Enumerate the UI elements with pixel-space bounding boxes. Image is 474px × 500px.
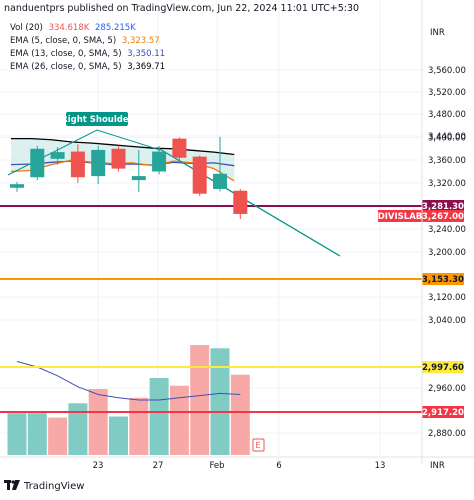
annotation-right-shoulder: Right Shoulder [61, 115, 133, 125]
time-tick-label: 6 [276, 461, 281, 471]
candlesticks [10, 136, 248, 219]
breakdown-trendline [157, 147, 341, 257]
legend-ema13[interactable]: EMA (13, close, 0, SMA, 5) 3,350.11 [10, 48, 168, 61]
annotation-bg [66, 112, 128, 126]
level-label: 3,153.30 [422, 275, 464, 285]
price-tick-label: 3,560.00 [428, 66, 466, 76]
earnings-icon-label: E [255, 441, 260, 450]
legend-ema5-value: 3,323.57 [121, 36, 160, 46]
volume-ma-line [16, 361, 241, 401]
legend-vol-value: 334.618K [48, 23, 90, 33]
volume-bar [129, 397, 149, 455]
price-tick-label: 3,360.00 [428, 156, 466, 166]
time-tick-label: 13 [375, 461, 386, 471]
candle-body [233, 190, 248, 214]
time-tick-label: Feb [209, 461, 224, 471]
legend-vol[interactable]: Vol (20) 334.618K 285.215K [10, 22, 168, 35]
legend-ema13-name: EMA (13, close, 0, SMA, 5) [10, 49, 122, 59]
price-tick-label: 3,400.00 [428, 134, 466, 144]
currency-label: INR [430, 28, 445, 38]
volume-bar [88, 389, 108, 455]
tradingview-logo-icon [4, 480, 20, 493]
legend-vol-ma-value: 285.215K [95, 23, 136, 33]
level-label-bg [422, 200, 464, 212]
time-axis: 23 27 Feb 6 13 INR [0, 456, 474, 471]
annotations: Right Shoulder E [61, 112, 265, 452]
price-tick-label: 3,480.00 [428, 110, 466, 120]
candle-body [10, 184, 24, 188]
price-tick-label: 2,880.00 [428, 429, 466, 439]
symbol-badge: DIVISLAB [378, 212, 423, 222]
volume-bar [169, 385, 189, 455]
volume-bar [27, 413, 47, 455]
candle-body [70, 151, 85, 178]
legend-ema13-value: 3,350.11 [127, 49, 166, 59]
price-tick-label: 3,320.00 [428, 179, 466, 189]
candle-body [111, 148, 126, 169]
candle-body [152, 151, 167, 172]
volume-bar [230, 374, 250, 455]
publisher-line: nanduentprs published on TradingView.com… [4, 3, 360, 14]
price-axis: INR 2,880.00 2,960.00 3,040.00 3,120.00 3,200… [421, 0, 466, 465]
symbol-badge-bg [378, 209, 422, 222]
level-label-bg [422, 361, 464, 373]
ema26-line [11, 137, 235, 156]
legend-ema5-name: EMA (5, close, 0, SMA, 5) [10, 36, 117, 46]
last-price-bg [422, 209, 464, 222]
legend-ema5[interactable]: EMA (5, close, 0, SMA, 5) 3,323.57 [10, 35, 168, 48]
time-tick-label: 27 [153, 461, 164, 471]
price-tick-label: 3,040.00 [428, 316, 466, 326]
volume-bar [190, 345, 210, 455]
level-label-bg [422, 406, 464, 418]
volume-bar [149, 378, 169, 455]
candle-body [91, 149, 106, 177]
legend-ema26-name: EMA (26, close, 0, SMA, 5) [10, 62, 122, 72]
volume-bar [210, 348, 230, 455]
currency-label-bottom: INR [430, 461, 445, 471]
last-price-label: 3,267.00 [422, 212, 464, 222]
horizontal-levels: 3,281.30 3,153.30 2,997.60 2,917.20 DIVISLAB… [0, 200, 464, 418]
volume-bar [48, 417, 68, 455]
legend-vol-name: Vol (20) [10, 23, 43, 33]
candle-body [172, 138, 187, 158]
price-tick-label: 3,440.00 [428, 132, 466, 142]
level-label: 2,997.60 [422, 363, 464, 373]
level-label: 3,281.30 [422, 202, 464, 212]
candle-body [213, 173, 227, 189]
price-tick-label: 3,120.00 [428, 293, 466, 303]
volume-bar [7, 413, 27, 455]
indicator-legend: Vol (20) 334.618K 285.215K EMA (5, close… [10, 22, 168, 74]
volume-bar [68, 403, 88, 455]
volume-bars [7, 345, 250, 455]
earnings-icon [252, 438, 265, 452]
footer-brand-label: TradingView [24, 481, 85, 492]
volume-bar [109, 416, 128, 455]
price-tick-label: 3,520.00 [428, 88, 466, 98]
price-tick-label: 3,200.00 [428, 248, 466, 258]
candle-body [131, 176, 146, 181]
level-label: 2,917.20 [422, 408, 464, 418]
candle-body [50, 152, 65, 159]
legend-ema26-value: 3,369.71 [127, 62, 166, 72]
price-tick-label: 3,240.00 [428, 225, 466, 235]
legend-ema26[interactable]: EMA (26, close, 0, SMA, 5) 3,369.71 [10, 61, 168, 74]
candle-body [30, 148, 45, 178]
footer-brand: TradingView [4, 480, 84, 493]
price-tick-label: 2,960.00 [428, 384, 466, 394]
time-tick-label: 23 [93, 461, 104, 471]
level-label-bg [422, 273, 464, 285]
candle-body [192, 156, 207, 194]
